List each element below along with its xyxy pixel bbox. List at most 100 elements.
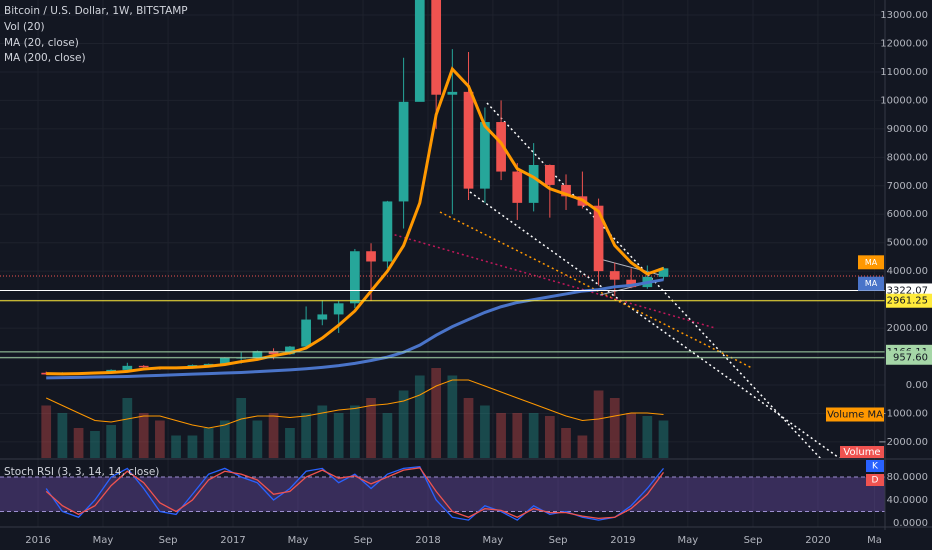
volume-ma-badge-label: Volume MA [827,410,883,421]
candle-body [447,91,458,95]
volume-bar [350,405,360,458]
volume-bar [57,413,68,458]
ma-badge [858,276,884,291]
volume-bar [463,398,474,458]
price-badge-label: 3322.07 [887,285,928,296]
y-tick-label: 13000.00 [880,10,928,21]
trend-line [439,211,753,369]
candle-body [658,268,669,277]
volume-bar [155,420,165,458]
x-tick-label: Sep [159,535,178,546]
volume-bar [90,431,100,458]
volume-bar [414,375,425,458]
candle-body [496,122,506,172]
volume-bar [544,416,555,458]
volume-ma-line [45,379,664,429]
y-tick-label: −2000.00 [878,437,928,448]
volume-bar [447,375,458,458]
legend-entry: MA (20, close) [4,37,79,49]
volume-bar [528,413,539,458]
volume-bar [333,413,344,458]
candle-body [561,184,571,197]
y-tick-label: 6000.00 [887,209,928,220]
stoch-d-line [45,467,665,520]
candle-body [480,122,490,189]
candle-body [268,351,279,355]
price-badge [886,293,932,308]
volume-bar [252,420,263,458]
axes: 2016 May Sep 2017 May Sep 2018 May Sep 2019 May Sep… [25,10,932,546]
x-tick-label: 2018 [415,535,440,546]
rsi-title: Stoch RSI (3, 3, 14, 14, close) [4,466,159,478]
ma-line [46,66,665,376]
trend-line [486,102,822,458]
y-tick-label: 10000.00 [880,95,928,106]
candle-body [138,365,149,368]
x-tick-label: 2020 [805,535,830,546]
candle-body [285,346,295,355]
volume-bar [122,398,133,458]
volume-bar [658,420,669,458]
volume-bar [431,368,442,458]
x-tick-label: May [483,535,504,546]
candle-body [544,165,555,185]
x-tick-label: Ma [867,535,882,546]
y-tick-label: 12000.00 [880,38,928,49]
x-tick-label: Sep [354,535,373,546]
candle-body [463,91,474,189]
trend-drawings [384,102,841,458]
x-tick-label: 2017 [220,535,245,546]
candle-body [350,251,360,304]
volume-bar [106,425,116,458]
volume-bar [609,398,620,458]
candle-body [301,319,311,347]
chart-title: Bitcoin / U.S. Dollar, 1W, BITSTAMP [4,5,188,17]
price-badge-label: 957.60 [893,353,928,364]
trend-line [469,191,841,458]
volume-badge [840,446,884,458]
x-tick-label: May [93,535,114,546]
ma-line [46,278,664,380]
candle-body [122,365,133,370]
rsi-badge [866,474,884,486]
candle-body [366,251,376,262]
ma-badge [858,255,884,270]
volume-bar [366,398,376,458]
candle-body [626,279,636,288]
candle-body [528,165,539,203]
y-tick-label: 0.0000 [893,518,928,529]
price-pane [0,0,885,458]
candle-body [512,171,523,203]
candle-body [252,351,263,358]
volume-bar [382,413,393,458]
volume-bar [203,428,214,458]
ma-badge-label: MA [865,258,878,267]
rsi-badge [866,460,884,472]
y-tick-label: 11000.00 [880,67,928,78]
volume-bar [480,405,490,458]
volume-bar [285,428,295,458]
rsi-badge-label: K [872,462,879,472]
volume-bar [626,413,636,458]
ma-badge-label: MA [865,279,878,288]
grid [0,0,885,527]
candle-body [593,205,604,272]
volume-bar [577,435,588,458]
volume-bar [138,413,149,458]
x-tick-label: Sep [744,535,763,546]
y-tick-label: 4000.00 [887,266,928,277]
x-tick-label: May [678,535,699,546]
volume-badge-label: Volume [843,447,880,458]
y-tick-label: 2000.00 [887,323,928,334]
y-tick-label: 9000.00 [887,124,928,135]
volume-ma-badge [826,407,884,422]
candle-body [333,303,344,315]
y-tick-label: 80.0000 [887,472,928,483]
candle-body [414,0,425,102]
volume-bar [219,420,230,458]
volume-bar [236,398,247,458]
volume-bar [317,405,328,458]
x-tick-label: 2016 [25,535,50,546]
y-tick-label: 5000.00 [887,238,928,249]
